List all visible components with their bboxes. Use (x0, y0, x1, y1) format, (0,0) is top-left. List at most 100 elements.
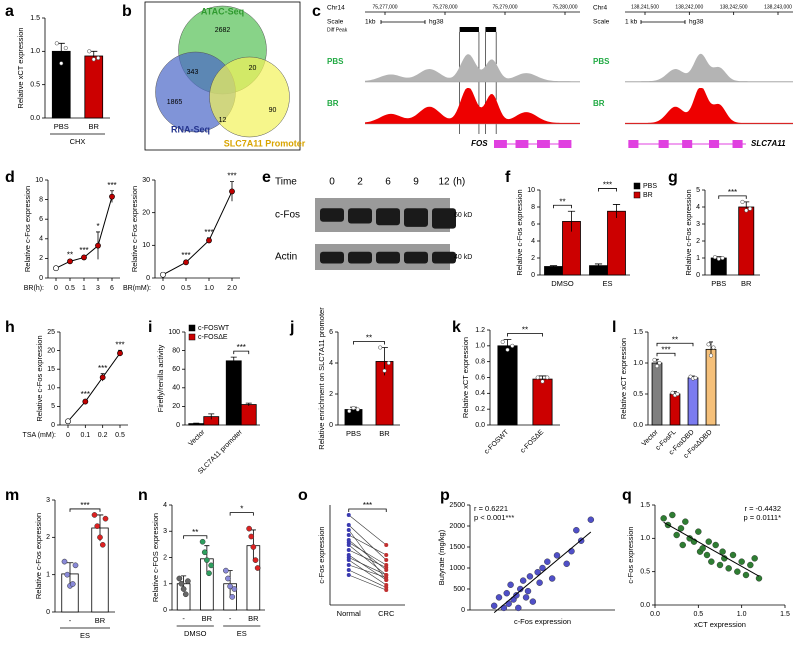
coordinate: 75,278,000 (432, 4, 457, 10)
y-tick-label: 6 (329, 329, 333, 336)
bar (669, 393, 681, 426)
marker (183, 259, 189, 266)
y-tick-label: 40 (172, 385, 180, 392)
peak (459, 27, 479, 32)
y-tick-label: 4 (163, 502, 167, 509)
x-axis-label: TSA (mM): (23, 432, 56, 439)
x-tick-label: 0.5 (181, 285, 191, 292)
x-axis-label: c-Fos expression (514, 617, 571, 626)
error-bar (549, 265, 558, 268)
y-tick-label: 0 (461, 607, 465, 614)
data-point (96, 55, 101, 61)
significance-bracket (656, 352, 676, 357)
lane-label: 0 (329, 177, 335, 188)
band (404, 208, 428, 227)
y-tick-label: 20 (47, 347, 55, 354)
gene-name: SLC7A11 (751, 139, 786, 148)
data-point (539, 564, 546, 572)
bar (738, 206, 755, 276)
y-axis-label: Firefly/renilla activity (156, 344, 165, 412)
x-tick-label: 6 (110, 285, 114, 292)
x-tick-label: BR (202, 614, 213, 623)
data-point (711, 345, 716, 350)
panel-letter: q (622, 487, 632, 504)
band (376, 208, 400, 226)
y-tick-label: 100 (168, 329, 180, 336)
exon (732, 140, 743, 148)
x-tick-label: c-FOSWT (483, 428, 510, 455)
y-tick-label: 10 (142, 242, 150, 249)
panel-letter: j (289, 319, 294, 336)
significance-label: ** (366, 334, 372, 343)
significance-label: ** (559, 197, 565, 206)
data-point (519, 577, 527, 584)
size-marker: 60 kD (454, 212, 472, 219)
error-bar (57, 42, 65, 60)
data-point (64, 571, 71, 578)
panel-letter: a (5, 3, 14, 20)
y-tick-label: 0 (176, 422, 180, 429)
data-point (246, 525, 252, 532)
x-tick-label: - (182, 614, 185, 623)
x-axis-label: CHX (70, 137, 86, 146)
marker (117, 350, 123, 357)
bar (544, 266, 563, 276)
y-axis-label: Relative enrichment on SLC7A11 promoter (317, 307, 326, 450)
y-tick-label: 1.5 (633, 329, 643, 336)
region-count: 2682 (215, 27, 231, 34)
set-circle (209, 56, 290, 138)
marker (160, 271, 166, 278)
y-tick-label: 5 (51, 403, 55, 410)
genome: hg38 (689, 19, 704, 26)
data-point (747, 561, 754, 569)
data-point (59, 61, 64, 66)
data-point (204, 557, 210, 563)
data-point (346, 543, 351, 547)
y-tick-label: 2 (531, 255, 535, 262)
y-tick-label: 8 (531, 204, 535, 211)
y-tick-label: 500 (453, 586, 465, 593)
pair-line (348, 514, 387, 546)
data-point (679, 541, 686, 549)
data-point (708, 353, 714, 358)
annotation: p < 0.001*** (474, 513, 514, 522)
panel-letter: e (262, 169, 271, 186)
exon (558, 140, 572, 148)
y-tick-label: 1.2 (475, 327, 485, 334)
data-point (63, 45, 68, 51)
y-tick-label: 3 (46, 497, 50, 504)
x-tick-label: 0 (161, 285, 165, 292)
scale-value: 1 kb (625, 19, 638, 26)
lane-label: 2 (357, 177, 363, 188)
y-tick-label: 2000 (449, 523, 465, 530)
data-point (703, 551, 711, 559)
x-tick-label: 0.1 (80, 432, 90, 439)
y-tick-label: 15 (47, 366, 55, 373)
data-point (720, 255, 725, 261)
region-count: 1865 (167, 99, 183, 106)
set-label: ATAC-Seq (201, 6, 244, 16)
panel-letter: k (452, 319, 461, 336)
significance-bracket (507, 333, 543, 337)
data-point (69, 581, 76, 587)
data-point (351, 405, 356, 411)
y-tick-label: 3 (696, 221, 700, 228)
data-point (178, 580, 185, 587)
y-tick-label: 1500 (449, 544, 465, 551)
line (67, 352, 121, 422)
point-label: * (96, 222, 99, 231)
data-point (729, 551, 737, 559)
data-point (505, 347, 510, 352)
data-point (206, 570, 212, 577)
data-point (94, 523, 101, 529)
x-tick-label: PBS (346, 429, 361, 438)
y-axis-label: Relative c-Fos expression (23, 186, 32, 272)
data-point (346, 568, 351, 572)
y-tick-label: 4 (39, 236, 43, 243)
panel-letter: c (312, 3, 321, 20)
data-point (677, 525, 685, 532)
data-point (72, 562, 79, 569)
exon (537, 140, 550, 148)
data-point (654, 364, 660, 369)
data-point (673, 531, 680, 539)
